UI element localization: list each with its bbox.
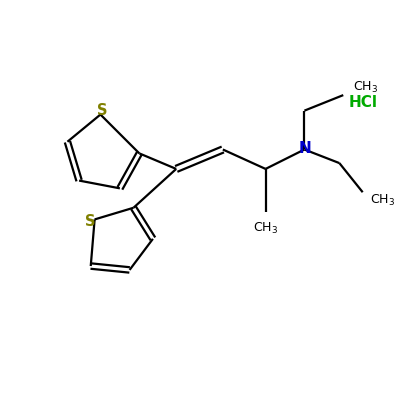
Text: S: S bbox=[85, 214, 95, 229]
Text: HCl: HCl bbox=[348, 95, 377, 110]
Text: CH$_3$: CH$_3$ bbox=[370, 192, 396, 208]
Text: S: S bbox=[97, 103, 108, 118]
Text: CH$_3$: CH$_3$ bbox=[353, 80, 378, 95]
Text: N: N bbox=[299, 141, 312, 156]
Text: CH$_3$: CH$_3$ bbox=[253, 221, 278, 236]
